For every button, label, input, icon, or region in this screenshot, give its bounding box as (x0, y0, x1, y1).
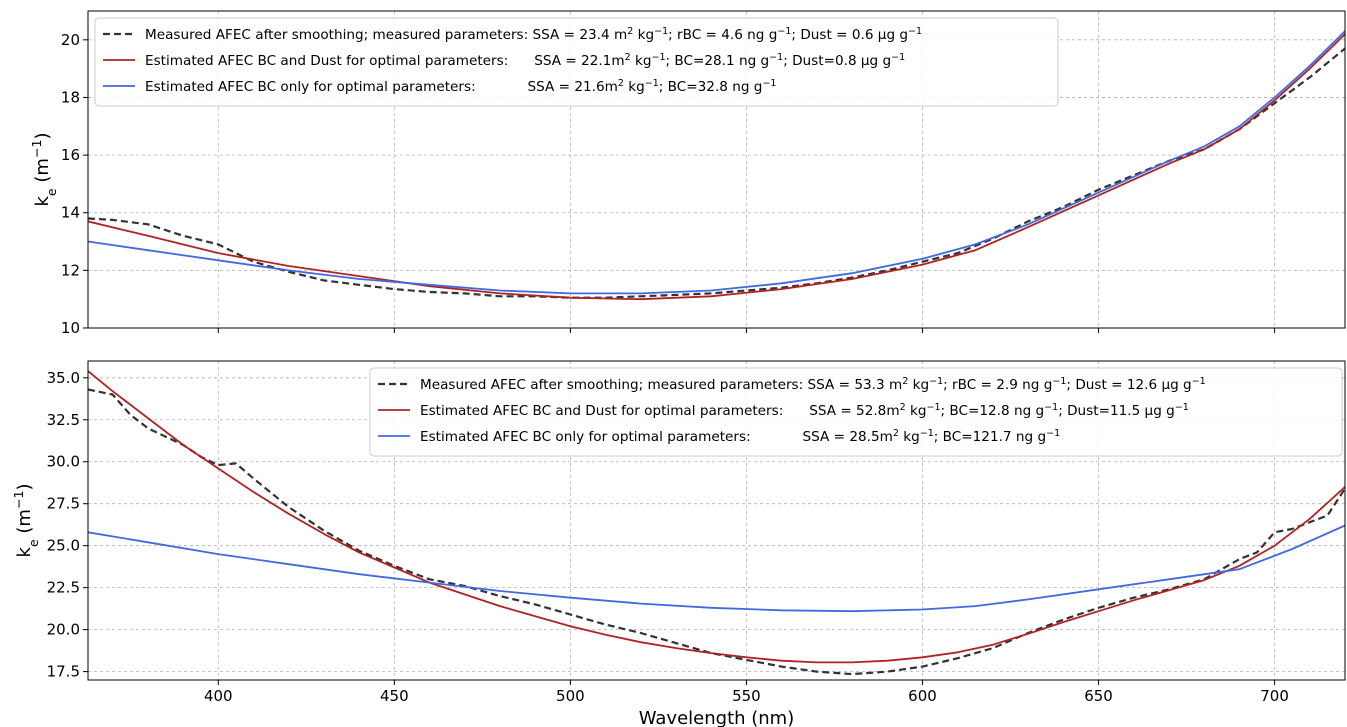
legend-box (369, 367, 1343, 457)
plot-frame (87, 360, 1346, 681)
legend-entry-2: Estimated AFEC BC and Dust for optimal p… (420, 402, 1189, 420)
y-tick-label: 10 (61, 319, 80, 337)
y-tick-label: 32.5 (47, 411, 80, 429)
y-tick-label: 30.0 (47, 453, 80, 471)
y-tick-label: 27.5 (47, 495, 80, 513)
legend: Measured AFEC after smoothing; measured … (94, 17, 1059, 107)
x-tick-label: 400 (204, 687, 233, 705)
y-tick-label: 17.5 (47, 663, 80, 681)
x-tick-label: 550 (732, 687, 761, 705)
y-tick-label: 16 (61, 146, 80, 164)
x-tick-label: 500 (556, 687, 585, 705)
x-axis-label: Wavelength (nm) (639, 708, 795, 727)
y-tick-label: 35.0 (47, 369, 80, 387)
y-axis-label: ke (m−1) (11, 483, 41, 557)
x-tick-label: 600 (908, 687, 937, 705)
legend-box (94, 17, 1059, 107)
legend-entry-3: Estimated AFEC BC only for optimal param… (420, 428, 1060, 446)
y-tick-label: 25.0 (47, 537, 80, 555)
legend: Measured AFEC after smoothing; measured … (369, 367, 1343, 457)
legend-entry-2: Estimated AFEC BC and Dust for optimal p… (145, 52, 905, 70)
panel-1: 10 12 14 16 18 20 ke (m−1) Measured AFEC after … (29, 10, 1346, 337)
legend-entry-1: Measured AFEC after smoothing; measured … (420, 376, 1206, 394)
series-line-3 (88, 524, 1345, 613)
y-tick-label: 12 (61, 261, 80, 279)
x-tick-label: 450 (380, 687, 409, 705)
series-line-1 (88, 47, 1345, 299)
series-line-2 (88, 33, 1345, 301)
legend-entry-3: Estimated AFEC BC only for optimal param… (145, 78, 776, 96)
y-tick-label: 22.5 (47, 579, 80, 597)
x-tick-label: 650 (1084, 687, 1113, 705)
legend-entry-1: Measured AFEC after smoothing; measured … (145, 26, 922, 44)
panel-2: 400 450 500 550 600 650 700 17.5 20.0 22.5 25.0 27.… (11, 360, 1346, 727)
y-tick-label: 20 (61, 31, 80, 49)
x-tick-label: 700 (1260, 687, 1289, 705)
y-tick-label: 20.0 (47, 621, 80, 639)
series-line-2 (88, 370, 1345, 664)
series-line-3 (88, 30, 1345, 295)
plot-frame (87, 10, 1346, 329)
y-tick-label: 14 (61, 204, 80, 222)
y-axis-label: ke (m−1) (29, 132, 59, 206)
y-tick-label: 18 (61, 88, 80, 106)
